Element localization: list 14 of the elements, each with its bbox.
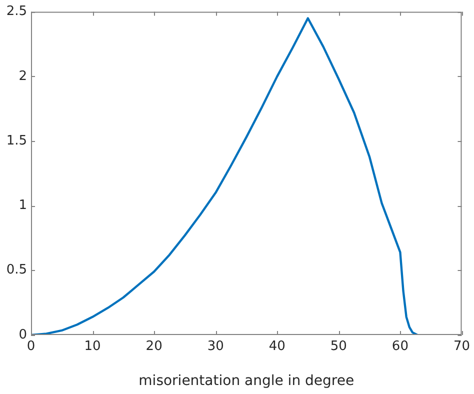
y-tick-label: 0.5: [6, 262, 27, 278]
x-tick-label: 10: [84, 339, 101, 354]
x-tick-label: 50: [330, 339, 347, 354]
y-tick-label: 1: [18, 198, 27, 214]
y-tick-label: 0: [18, 327, 27, 342]
y-tick-label: 1.5: [6, 133, 27, 148]
y-tick-label: 2: [18, 68, 27, 84]
x-tick-label: 40: [268, 339, 286, 354]
y-tick-label: 2.5: [6, 4, 27, 20]
x-tick-label: 60: [392, 339, 408, 354]
x-tick-label: 20: [146, 339, 162, 354]
x-tick-label: 30: [207, 339, 224, 354]
x-tick-label: 70: [453, 339, 470, 354]
x-axis-title: misorientation angle in degree: [138, 373, 354, 390]
